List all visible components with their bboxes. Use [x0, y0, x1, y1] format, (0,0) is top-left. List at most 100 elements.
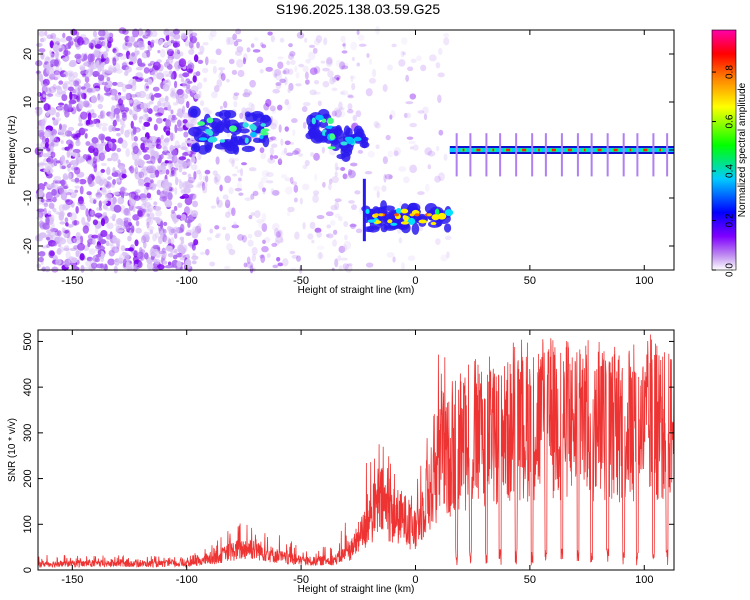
spectrogram-noise-cell — [309, 89, 317, 96]
spectrogram-noise-cell — [420, 64, 427, 72]
spectrogram-noise-cell — [274, 239, 280, 246]
spectrogram-noise-cell — [166, 63, 173, 70]
spectrogram-noise-cell — [41, 266, 46, 272]
snr-y-tick-label: 500 — [22, 332, 34, 350]
spectrogram-noise-cell — [86, 160, 93, 165]
spectrogram-noise-cell — [92, 219, 99, 226]
spectrogram-noise-cell — [147, 142, 153, 148]
spectrogram-noise-cell — [38, 73, 44, 82]
spectrogram-noise-cell — [73, 167, 79, 171]
snr-y-tick-label: 300 — [22, 424, 34, 442]
spectrogram-noise-cell — [112, 119, 117, 127]
spectrogram-noise-cell — [435, 62, 441, 69]
spectrogram-noise-cell — [129, 94, 138, 98]
spectrogram-noise-cell — [192, 195, 197, 200]
spectrogram-noise-cell — [335, 166, 340, 171]
spectrogram-noise-cell — [341, 50, 348, 54]
spectrogram-noise-cell — [118, 165, 125, 172]
spectrogram-noise-cell — [183, 206, 191, 216]
spectrogram-y-tick-label: -20 — [22, 238, 34, 254]
spectrogram-noise-cell — [149, 173, 156, 179]
spectrogram-noise-cell — [207, 109, 213, 115]
spectrogram-noise-cell — [216, 79, 223, 88]
spectrogram-peak-cell — [426, 213, 432, 217]
spectrogram-noise-cell — [347, 168, 353, 176]
spectrogram-signal-cell — [307, 129, 317, 137]
spectrogram-noise-cell — [334, 109, 342, 118]
spectrogram-noise-cell — [316, 245, 325, 250]
spectrogram-noise-cell — [351, 82, 356, 91]
spectrogram-noise-cell — [388, 175, 393, 179]
spectrogram-noise-cell — [101, 126, 108, 132]
spectrogram-noise-cell — [322, 181, 326, 188]
spectrogram-noise-cell — [95, 194, 101, 200]
spectrogram-noise-cell — [74, 53, 82, 59]
spectrogram-noise-cell — [98, 152, 106, 162]
spectrogram-noise-cell — [145, 77, 152, 81]
spectrogram-noise-cell — [65, 250, 71, 260]
spectrogram-noise-cell — [163, 28, 170, 36]
spectrogram-noise-cell — [354, 190, 361, 195]
spectrogram-noise-cell — [278, 124, 282, 133]
spectrogram-noise-cell — [294, 147, 301, 155]
spectrogram-noise-cell — [63, 185, 69, 190]
spectrogram-noise-cell — [387, 150, 394, 158]
spectrogram-noise-cell — [154, 112, 163, 117]
spectrogram-noise-cell — [182, 182, 189, 190]
spectrogram-noise-cell — [185, 232, 192, 237]
spectrogram-peak-cell — [374, 213, 380, 217]
spectrogram-noise-cell — [111, 126, 117, 132]
spectrogram-signal-core — [315, 114, 324, 121]
spectrogram-noise-cell — [132, 113, 138, 121]
spectrogram-x-tick-label: 0 — [412, 275, 418, 287]
spectrogram-noise-cell — [79, 235, 84, 245]
spectrogram-noise-cell — [109, 113, 115, 119]
spectrogram-noise-cell — [89, 142, 98, 149]
spectrogram-noise-cell — [125, 262, 133, 272]
snr-y-tick-label: 0 — [22, 567, 34, 573]
spectrogram-noise-cell — [187, 173, 192, 179]
spectrogram-noise-cell — [125, 50, 131, 60]
spectrogram-noise-cell — [349, 223, 357, 228]
spectrogram-noise-cell — [209, 228, 214, 234]
spectrogram-noise-cell — [65, 222, 69, 227]
snr-series-line — [37, 334, 675, 569]
spectrogram-signal-core — [321, 118, 327, 123]
spectrogram-carrier-peak — [629, 148, 632, 152]
spectrogram-noise-cell — [304, 159, 310, 167]
spectrogram-noise-cell — [283, 68, 290, 75]
spectrogram-signal-core — [400, 221, 409, 225]
spectrogram-noise-cell — [365, 88, 373, 97]
spectrogram-noise-cell — [131, 56, 137, 63]
spectrogram-noise-cell — [116, 177, 121, 183]
spectrogram-noise-cell — [46, 110, 50, 117]
spectrogram-noise-cell — [92, 118, 97, 125]
spectrogram-noise-cell — [240, 167, 244, 177]
spectrogram-noise-cell — [68, 150, 72, 156]
spectrogram-noise-cell — [113, 204, 122, 213]
spectrogram-noise-cell — [115, 68, 123, 74]
spectrogram-noise-cell — [365, 262, 374, 268]
spectrogram-noise-cell — [112, 191, 120, 196]
spectrogram-noise-cell — [54, 139, 60, 147]
spectrogram-noise-cell — [146, 262, 154, 270]
spectrogram-noise-cell — [405, 74, 410, 82]
spectrogram-noise-cell — [100, 230, 108, 238]
spectrogram-noise-cell — [173, 168, 177, 178]
spectrogram-noise-cell — [121, 139, 128, 149]
spectrogram-noise-cell — [234, 166, 239, 170]
spectrogram-signal-core — [365, 208, 370, 215]
spectrogram-noise-cell — [117, 196, 125, 205]
spectrogram-noise-cell — [133, 136, 138, 142]
spectrogram-noise-cell — [437, 72, 445, 78]
spectrogram-signal-core — [327, 117, 334, 125]
spectrogram-noise-cell — [304, 71, 309, 80]
spectrogram-noise-cell — [187, 64, 193, 69]
spectrogram-noise-cell — [108, 249, 115, 257]
spectrogram-noise-cell — [117, 95, 121, 100]
spectrogram-noise-cell — [68, 102, 72, 111]
spectrogram-noise-cell — [45, 199, 53, 203]
spectrogram-noise-cell — [75, 139, 81, 147]
spectrogram-noise-cell — [117, 137, 124, 144]
spectrogram-noise-cell — [177, 202, 183, 208]
